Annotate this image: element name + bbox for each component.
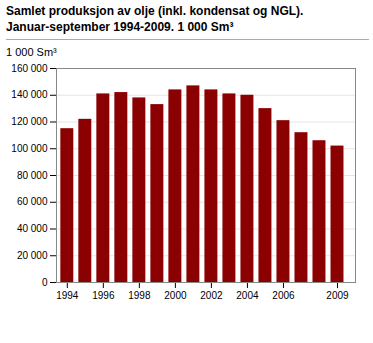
svg-text:2002: 2002 bbox=[200, 290, 223, 301]
svg-text:2004: 2004 bbox=[236, 290, 259, 301]
svg-text:100 000: 100 000 bbox=[11, 143, 48, 154]
svg-text:2000: 2000 bbox=[164, 290, 187, 301]
svg-text:2006: 2006 bbox=[272, 290, 295, 301]
svg-text:2009: 2009 bbox=[326, 290, 349, 301]
svg-text:160 000: 160 000 bbox=[11, 63, 48, 74]
html-text:1 000 Sm³: 1 000 Sm³ bbox=[6, 46, 57, 59]
svg-text:140 000: 140 000 bbox=[11, 90, 48, 101]
html-text:Januar-september 1994-2009. 1: Januar-september 1994-2009. 1 000 Sm³ bbox=[6, 19, 234, 34]
svg-text:1994: 1994 bbox=[56, 290, 79, 301]
svg-text:0: 0 bbox=[42, 277, 48, 288]
html-text:Samlet produksjon av olje (ink: Samlet produksjon av olje (inkl. kondens… bbox=[6, 4, 304, 18]
svg-text:80 000: 80 000 bbox=[17, 170, 48, 181]
svg-text:20 000: 20 000 bbox=[17, 250, 48, 261]
svg-text:120 000: 120 000 bbox=[11, 116, 48, 127]
svg-text:1998: 1998 bbox=[128, 290, 151, 301]
svg-text:40 000: 40 000 bbox=[17, 223, 48, 234]
svg-text:60 000: 60 000 bbox=[17, 197, 48, 208]
svg-text:1996: 1996 bbox=[92, 290, 115, 301]
